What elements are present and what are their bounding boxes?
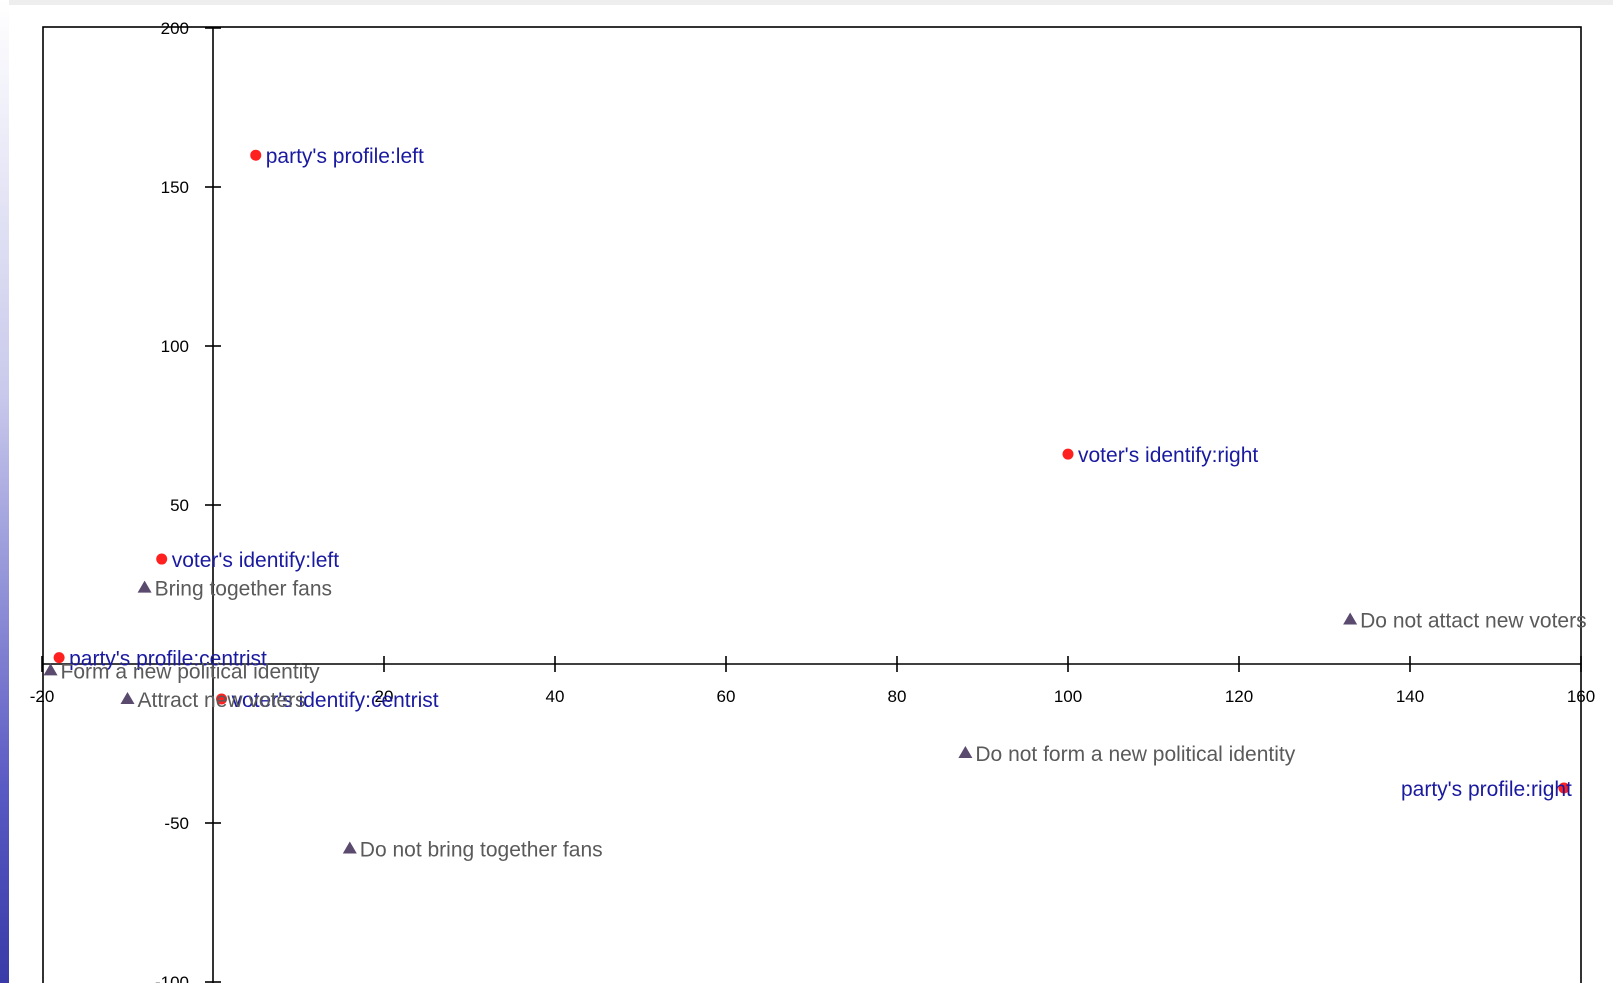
x-tick-label: 80 — [888, 687, 907, 706]
x-tick-label: 160 — [1567, 687, 1595, 706]
attribute-point-label: Do not attact new voters — [1360, 609, 1586, 632]
data-points: party's profile:left voter's identify:rig… — [43, 145, 1587, 861]
y-tick-label: 100 — [161, 337, 189, 356]
x-tick-label: 100 — [1054, 687, 1082, 706]
attribute-point-marker — [958, 746, 973, 759]
category-point-marker — [1558, 782, 1570, 794]
x-tick-label: -20 — [30, 687, 55, 706]
plot-frame — [42, 26, 1582, 983]
category-point-label: party's profile:right — [1401, 778, 1572, 801]
category-point-marker — [156, 553, 168, 565]
x-tick-label: 140 — [1396, 687, 1424, 706]
category-point-marker — [250, 149, 262, 161]
attribute-point-label: Attract new voters — [138, 689, 306, 712]
y-tick-label: -100 — [155, 973, 189, 983]
y-tick-label: 150 — [161, 178, 189, 197]
y-ticks: -100 -50 50 100 150 200 — [155, 19, 221, 983]
attribute-point-label: Do not form a new political identity — [975, 743, 1295, 766]
top-band — [0, 0, 1613, 5]
category-point-label: voter's identify:left — [172, 549, 340, 572]
attribute-point-label: Do not bring together fans — [360, 838, 603, 861]
category-point-label: party's profile:left — [266, 145, 424, 168]
x-ticks: -20 20 40 60 80 100 120 140 160 — [30, 656, 1595, 706]
x-tick-label: 60 — [717, 687, 736, 706]
left-gradient-bar — [0, 0, 9, 983]
category-point-label: party's profile:centrist — [69, 648, 267, 671]
category-point-label: voter's identify:centrist — [232, 689, 439, 712]
attribute-point-label: Bring together fans — [155, 578, 332, 601]
category-point-label: voter's identify:right — [1078, 444, 1258, 467]
attribute-point-marker — [342, 841, 357, 854]
attribute-point-marker — [137, 580, 152, 593]
attribute-point-label: Form a new political identity — [61, 660, 321, 683]
category-point-marker — [53, 652, 65, 664]
category-point-marker — [216, 693, 228, 705]
x-tick-label: 120 — [1225, 687, 1253, 706]
y-tick-label: 200 — [161, 19, 189, 38]
attribute-point-marker — [43, 663, 58, 676]
attribute-point-marker — [1343, 612, 1358, 625]
x-tick-label: 20 — [375, 687, 394, 706]
x-tick-label: 40 — [546, 687, 565, 706]
category-point-marker — [1062, 448, 1074, 460]
y-tick-label: 50 — [170, 496, 189, 515]
attribute-point-marker — [120, 691, 135, 704]
y-tick-label: -50 — [164, 814, 189, 833]
